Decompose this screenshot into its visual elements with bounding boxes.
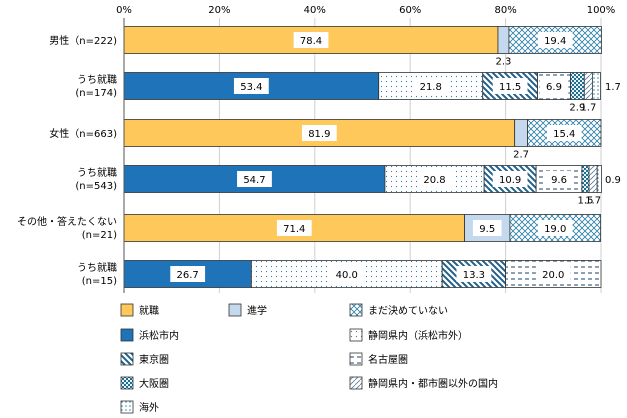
legend-label: 東京圏 xyxy=(139,353,169,366)
data-label-bg xyxy=(537,32,573,48)
data-label: 54.7 xyxy=(243,175,265,186)
data-label: 9.5 xyxy=(479,224,495,235)
data-label-bg xyxy=(535,266,571,282)
data-label: 11.5 xyxy=(499,82,521,93)
data-label: 78.4 xyxy=(300,36,322,47)
bar-segment xyxy=(596,165,602,193)
legend-swatch xyxy=(120,376,134,390)
row-label: うち就職 xyxy=(77,73,117,86)
data-label: 2.7 xyxy=(513,150,529,161)
legend-swatch xyxy=(349,352,363,366)
data-label: 19.0 xyxy=(544,224,566,235)
data-label-bg xyxy=(544,171,574,187)
row-label: (n=174) xyxy=(75,88,117,99)
bar-segment xyxy=(592,72,601,100)
legend-swatch xyxy=(349,328,363,342)
data-label-bg xyxy=(413,78,449,94)
data-label: 9.6 xyxy=(551,175,567,186)
legend-swatch xyxy=(120,328,134,342)
data-label: 1.5 xyxy=(578,196,594,207)
data-label: 26.7 xyxy=(177,270,199,281)
data-label-bg xyxy=(301,125,337,141)
row-label: 女性（n=663) xyxy=(49,127,117,140)
bar-segment xyxy=(583,72,593,100)
row-label: (n=15) xyxy=(82,276,117,287)
data-label-bg xyxy=(472,220,502,236)
legend-label: 名古屋圏 xyxy=(368,353,408,366)
row-label: (n=543) xyxy=(75,181,117,192)
data-label: 19.4 xyxy=(544,36,566,47)
data-label: 71.4 xyxy=(283,224,305,235)
row-label: うち就職 xyxy=(77,261,117,274)
legend-label: 大阪圏 xyxy=(139,377,169,390)
legend-swatch xyxy=(120,352,134,366)
legend-swatch xyxy=(349,376,363,390)
legend-label: 浜松市内 xyxy=(139,329,179,342)
row-label: その他・答えたくない xyxy=(17,215,117,228)
data-label: 15.4 xyxy=(553,129,575,140)
data-label: 1.7 xyxy=(580,103,596,114)
legend-swatch xyxy=(120,400,134,414)
data-label-bg xyxy=(492,78,528,94)
data-label-bg xyxy=(492,171,528,187)
legend-swatch xyxy=(228,303,242,317)
legend-label: まだ決めていない xyxy=(368,305,448,317)
legend-label: 就職 xyxy=(139,304,159,317)
legend-swatch xyxy=(349,303,363,317)
data-label: 10.9 xyxy=(499,175,521,186)
data-label-bg xyxy=(417,171,452,187)
data-label-bg xyxy=(276,220,312,236)
data-label-bg xyxy=(456,266,492,282)
bar-segment xyxy=(514,119,528,147)
x-tick-label: 80% xyxy=(494,5,516,16)
legend-label: 静岡県内・都市圏以外の国内 xyxy=(368,377,498,390)
legend-label: 静岡県内（浜松市外） xyxy=(368,329,468,342)
data-label: 13.3 xyxy=(463,270,485,281)
data-label: 2.3 xyxy=(496,57,512,68)
row-label: 男性（n=222) xyxy=(49,34,117,47)
data-label: 20.8 xyxy=(423,175,445,186)
x-tick-label: 100% xyxy=(587,5,616,16)
bar-segment xyxy=(570,72,585,100)
x-tick-label: 20% xyxy=(208,5,230,16)
data-label: 21.8 xyxy=(420,82,442,93)
data-label-bg xyxy=(537,220,573,236)
data-label: 53.4 xyxy=(240,82,262,93)
bar-segment xyxy=(123,26,499,54)
legend-swatch xyxy=(120,303,134,317)
data-label-bg xyxy=(233,78,269,94)
data-label: 0.9 xyxy=(605,175,621,186)
data-label: 20.0 xyxy=(542,270,564,281)
row-label: うち就職 xyxy=(77,166,117,179)
data-label: 1.7 xyxy=(585,196,601,207)
data-label-bg xyxy=(329,266,365,282)
data-label-bg xyxy=(237,171,272,187)
data-label: 6.9 xyxy=(546,82,562,93)
row-label: (n=21) xyxy=(82,230,117,241)
x-tick-label: 60% xyxy=(399,5,421,16)
data-label-bg xyxy=(539,78,569,94)
data-label: 1.7 xyxy=(605,82,621,93)
bar-segment xyxy=(497,26,510,54)
data-label-bg xyxy=(546,125,582,141)
data-label-bg xyxy=(170,266,206,282)
data-label: 40.0 xyxy=(336,270,358,281)
data-label-bg xyxy=(293,32,329,48)
bar-segment xyxy=(581,165,590,193)
data-label: 81.9 xyxy=(308,129,330,140)
legend-label: 進学 xyxy=(247,304,267,317)
bar-segment xyxy=(588,165,598,193)
data-label: 2.9 xyxy=(569,103,585,114)
legend-label: 海外 xyxy=(139,401,159,414)
x-tick-label: 40% xyxy=(304,5,326,16)
x-tick-label: 0% xyxy=(116,5,132,16)
